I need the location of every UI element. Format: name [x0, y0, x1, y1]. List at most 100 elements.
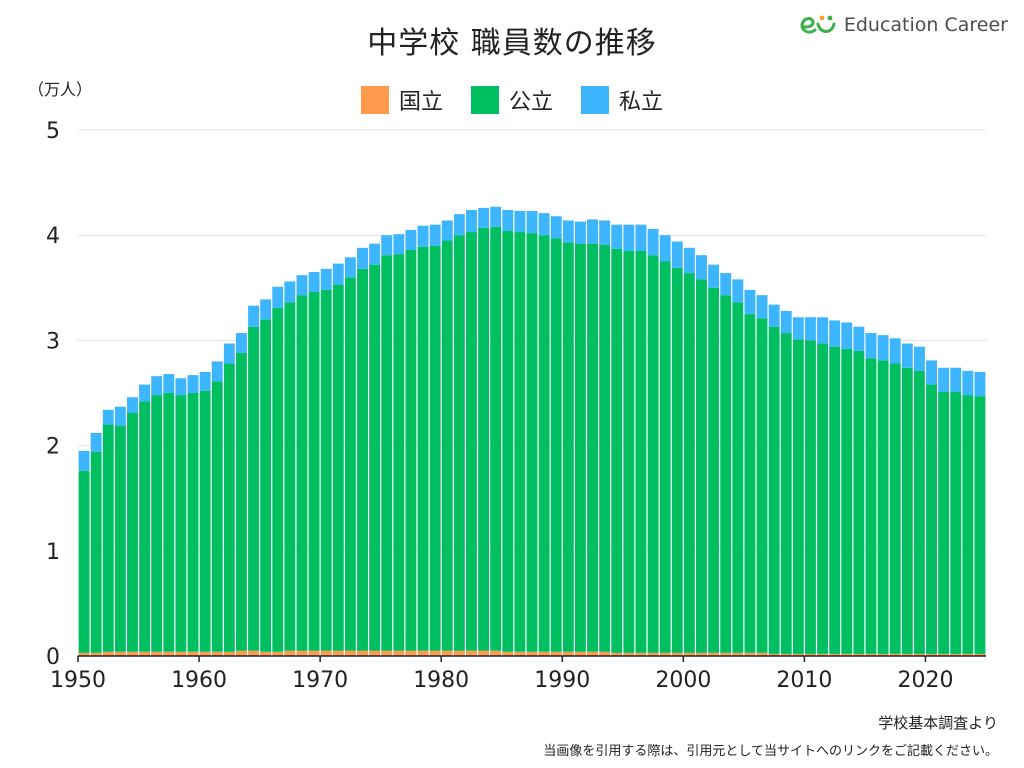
bar-national: [514, 651, 526, 656]
bar-public: [127, 412, 138, 652]
bar-private: [780, 310, 792, 334]
bar-private: [574, 221, 586, 244]
bar-national: [526, 651, 538, 656]
bar-private: [841, 322, 853, 349]
bar-public: [720, 295, 732, 653]
bar-national: [562, 651, 574, 656]
bar-national: [853, 653, 865, 656]
bar-private: [114, 406, 126, 426]
bar-private: [962, 370, 974, 396]
bar-national: [332, 650, 344, 656]
bar-public: [248, 326, 259, 651]
bar-private: [538, 213, 550, 236]
bar-public: [175, 395, 187, 652]
bar-public: [865, 358, 877, 654]
bar-private: [332, 263, 344, 285]
bar-private: [792, 317, 804, 340]
bar-public: [829, 346, 841, 654]
bar-private: [708, 264, 720, 288]
bar-private: [175, 378, 187, 396]
bar-national: [792, 653, 804, 656]
bar-national: [393, 650, 405, 656]
bar-national: [478, 650, 490, 656]
bar-public: [901, 367, 913, 654]
bar-public: [308, 292, 320, 651]
bar-public: [284, 302, 296, 651]
bar-public: [526, 233, 538, 652]
bar-national: [574, 651, 586, 656]
bar-public: [853, 350, 865, 654]
bar-national: [284, 650, 296, 656]
bar-national: [708, 652, 720, 656]
bar-private: [90, 432, 102, 452]
y-axis-unit-label: （万人）: [28, 80, 93, 99]
bar-national: [102, 651, 114, 656]
bar-national: [369, 650, 381, 656]
bar-public: [344, 277, 356, 651]
x-tick-label: 1950: [50, 668, 106, 693]
bar-public: [357, 268, 368, 651]
bar-private: [514, 211, 526, 233]
bar-national: [490, 650, 502, 656]
bar-public: [478, 227, 490, 651]
bar-private: [865, 333, 877, 359]
bar-private: [550, 216, 562, 239]
bar-private: [696, 255, 707, 280]
bar-national: [199, 651, 211, 656]
bar-private: [466, 209, 477, 233]
bar-private: [102, 409, 114, 425]
bar-private: [211, 361, 223, 382]
bar-private: [502, 209, 514, 231]
bar-public: [635, 250, 647, 653]
bar-public: [780, 333, 792, 654]
bar-private: [248, 305, 259, 327]
education-career-logo-icon: [800, 15, 836, 34]
bar-public: [587, 243, 598, 652]
bar-private: [296, 275, 308, 296]
bar-private: [587, 219, 598, 244]
legend-item-private: 私立: [581, 84, 663, 116]
bar-national: [889, 653, 901, 656]
bar-private: [308, 272, 320, 293]
y-tick-label: 2: [46, 435, 60, 460]
bar-public: [611, 248, 623, 653]
bar-public: [562, 242, 574, 652]
bar-national: [429, 650, 441, 656]
bar-national: [248, 650, 259, 656]
bar-national: [175, 651, 187, 656]
bar-private: [647, 228, 659, 256]
bar-public: [623, 250, 635, 653]
bar-national: [417, 650, 429, 656]
bar-private: [659, 235, 671, 262]
bar-private: [127, 397, 138, 413]
bar-national: [841, 653, 853, 656]
bar-private: [526, 211, 538, 234]
legend-item-national: 国立: [360, 84, 443, 116]
bar-private: [223, 343, 235, 364]
bar-national: [381, 650, 393, 656]
bar-public: [671, 267, 683, 653]
bar-national: [127, 651, 138, 656]
bar-private: [720, 273, 732, 296]
bar-national: [550, 651, 562, 656]
bar-private: [405, 229, 417, 250]
bar-public: [683, 273, 695, 653]
bar-public: [817, 343, 829, 654]
bar-national: [950, 653, 962, 656]
bar-private: [453, 214, 465, 236]
bar-national: [696, 652, 707, 656]
bar-national: [805, 653, 816, 656]
bar-national: [926, 653, 937, 656]
x-tick-label: 2000: [655, 668, 711, 693]
bar-public: [235, 353, 247, 651]
bar-public: [211, 381, 223, 652]
bar-private: [78, 450, 90, 471]
bar-national: [865, 653, 877, 656]
bar-public: [744, 314, 756, 653]
bar-private: [490, 206, 502, 227]
bar-private: [853, 326, 865, 351]
bar-private: [429, 224, 441, 246]
bar-private: [393, 234, 405, 255]
bar-national: [744, 652, 756, 656]
